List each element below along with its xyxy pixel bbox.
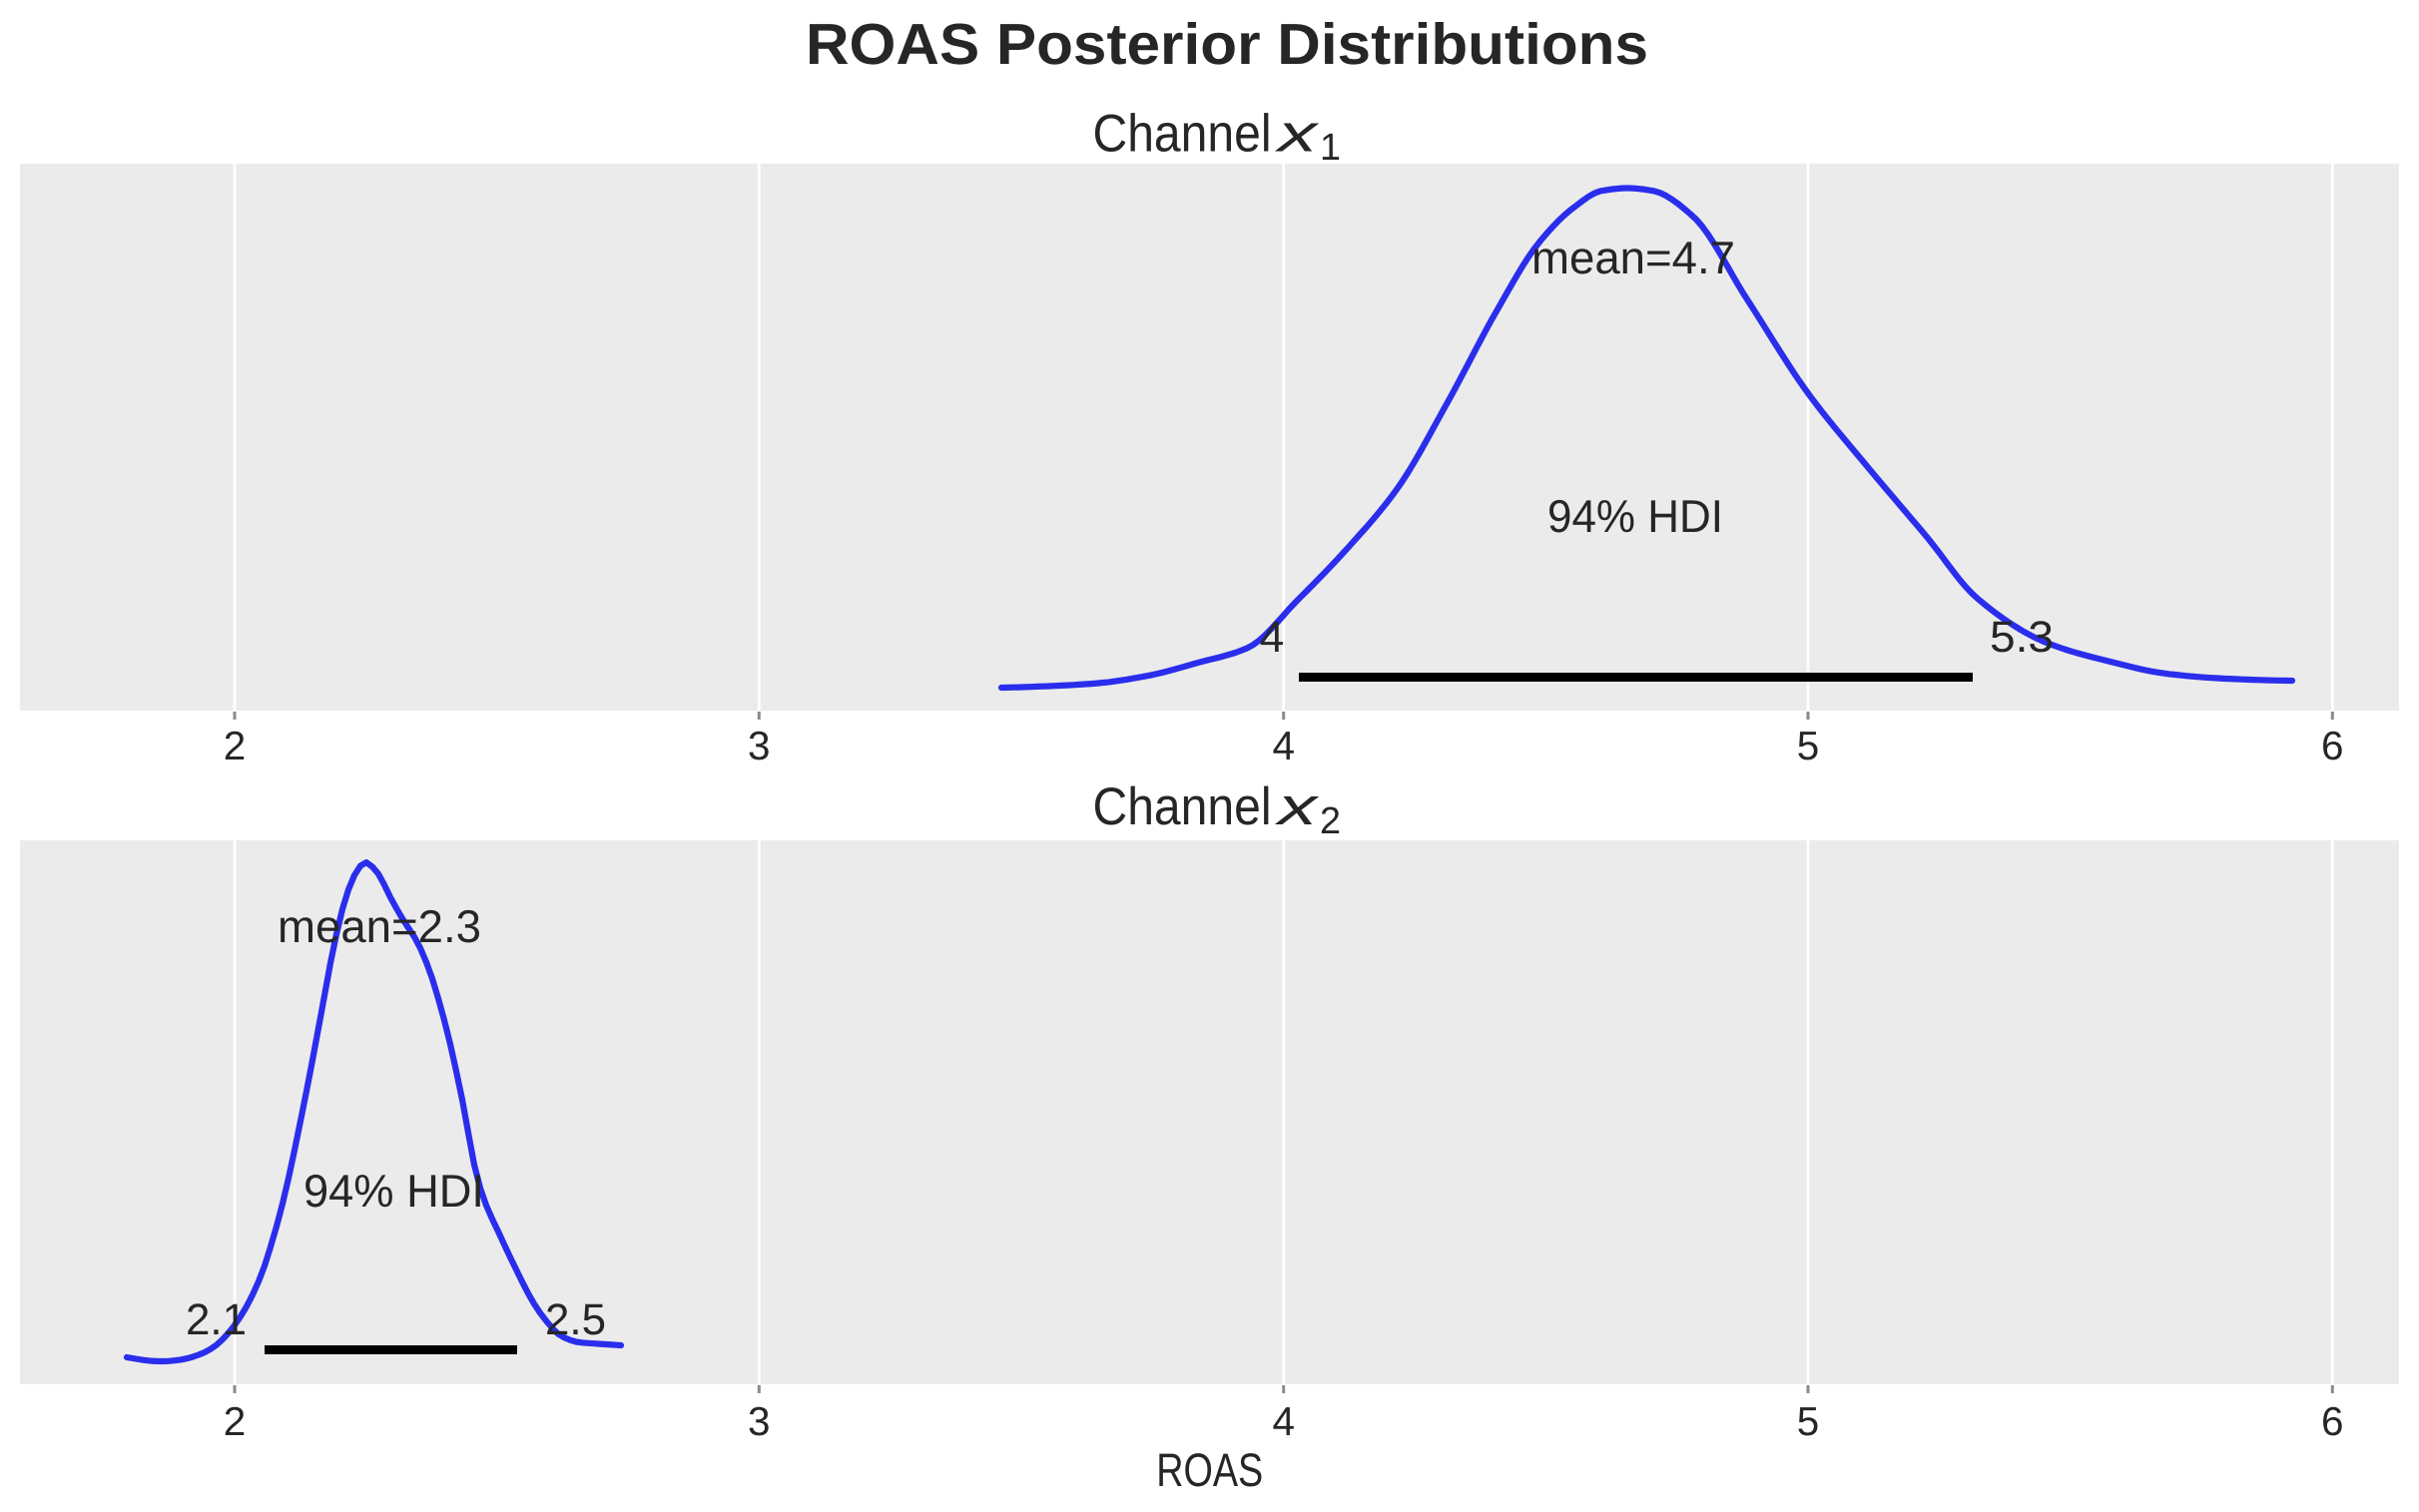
svg-text:1: 1 — [1320, 127, 1341, 169]
svg-text:mean=4.7: mean=4.7 — [1531, 232, 1735, 283]
svg-text:2.1: 2.1 — [186, 1295, 247, 1344]
svg-text:2: 2 — [224, 723, 247, 768]
svg-text:2: 2 — [1320, 800, 1341, 842]
svg-text:94% HDI: 94% HDI — [1547, 490, 1723, 542]
svg-text:Channel: Channel — [1093, 777, 1272, 836]
svg-text:Channel: Channel — [1093, 104, 1272, 163]
svg-text:2.5: 2.5 — [545, 1295, 606, 1344]
svg-text:4: 4 — [1272, 723, 1295, 768]
svg-text:5.3: 5.3 — [1990, 613, 2054, 662]
svg-text:mean=2.3: mean=2.3 — [278, 900, 481, 952]
svg-text:4: 4 — [1260, 613, 1285, 662]
svg-text:x: x — [1274, 777, 1321, 836]
svg-text:5: 5 — [1797, 1398, 1820, 1444]
svg-text:3: 3 — [748, 723, 771, 768]
svg-text:6: 6 — [2321, 723, 2344, 768]
svg-text:ROAS: ROAS — [1156, 1443, 1263, 1496]
svg-text:2: 2 — [224, 1398, 247, 1444]
svg-text:4: 4 — [1272, 1398, 1295, 1444]
svg-text:ROAS Posterior Distributions: ROAS Posterior Distributions — [806, 12, 1648, 77]
svg-text:6: 6 — [2321, 1398, 2344, 1444]
svg-text:x: x — [1274, 104, 1321, 163]
svg-text:3: 3 — [748, 1398, 771, 1444]
svg-text:94% HDI: 94% HDI — [303, 1165, 484, 1217]
svg-text:5: 5 — [1797, 723, 1820, 768]
